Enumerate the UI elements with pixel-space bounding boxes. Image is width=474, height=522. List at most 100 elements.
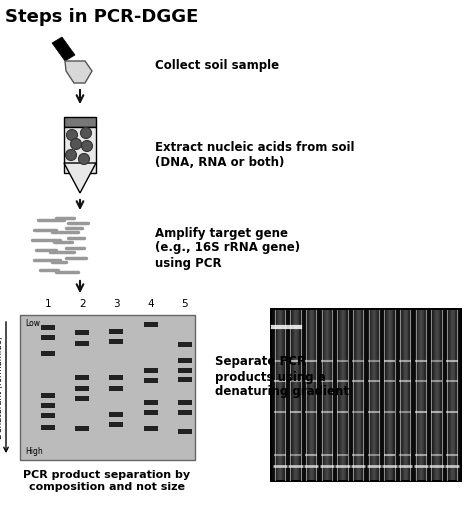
- Bar: [295, 310, 296, 480]
- Bar: [394, 310, 395, 480]
- Circle shape: [82, 140, 92, 151]
- Circle shape: [81, 127, 91, 138]
- Bar: [282, 310, 283, 480]
- Text: High: High: [25, 447, 43, 456]
- Bar: [272, 310, 460, 480]
- Bar: [404, 310, 405, 480]
- Bar: [109, 422, 124, 427]
- Bar: [431, 310, 432, 480]
- Bar: [41, 403, 55, 408]
- Bar: [418, 310, 419, 480]
- Bar: [41, 335, 55, 340]
- Text: 1: 1: [45, 299, 51, 309]
- Polygon shape: [65, 61, 92, 83]
- Text: Collect soil sample: Collect soil sample: [155, 58, 279, 72]
- Bar: [434, 310, 435, 480]
- Bar: [321, 310, 322, 480]
- Bar: [391, 310, 392, 480]
- Bar: [144, 426, 158, 431]
- Bar: [178, 342, 192, 347]
- Bar: [403, 310, 404, 480]
- Bar: [326, 310, 327, 480]
- Circle shape: [79, 153, 90, 164]
- Bar: [451, 310, 452, 480]
- Bar: [373, 310, 374, 480]
- Bar: [280, 310, 281, 480]
- Bar: [327, 310, 328, 480]
- Bar: [370, 310, 371, 480]
- Bar: [312, 310, 313, 480]
- Bar: [332, 310, 333, 480]
- Bar: [402, 310, 403, 480]
- Bar: [342, 310, 343, 480]
- Bar: [386, 310, 387, 480]
- Bar: [75, 330, 89, 336]
- Text: Steps in PCR-DGGE: Steps in PCR-DGGE: [5, 8, 199, 26]
- Text: 4: 4: [147, 299, 154, 309]
- Bar: [401, 310, 402, 480]
- Bar: [277, 310, 278, 480]
- Bar: [308, 310, 309, 480]
- Bar: [323, 310, 324, 480]
- Bar: [346, 310, 347, 480]
- Bar: [456, 310, 457, 480]
- Bar: [417, 310, 418, 480]
- Bar: [301, 310, 302, 480]
- Bar: [390, 310, 391, 480]
- Bar: [331, 310, 332, 480]
- Bar: [283, 310, 284, 480]
- Bar: [440, 310, 441, 480]
- Bar: [279, 310, 280, 480]
- Bar: [278, 310, 279, 480]
- Bar: [354, 310, 355, 480]
- Bar: [109, 412, 124, 417]
- Bar: [109, 386, 124, 390]
- Bar: [294, 310, 295, 480]
- Bar: [75, 426, 89, 431]
- Bar: [178, 410, 192, 415]
- Bar: [281, 310, 282, 480]
- Polygon shape: [52, 37, 75, 61]
- Bar: [300, 310, 301, 480]
- Bar: [341, 310, 342, 480]
- Bar: [437, 310, 438, 480]
- Circle shape: [71, 138, 82, 149]
- Bar: [337, 310, 338, 480]
- Bar: [338, 310, 339, 480]
- Bar: [406, 310, 407, 480]
- Bar: [41, 413, 55, 418]
- Bar: [360, 310, 361, 480]
- Bar: [376, 310, 377, 480]
- Bar: [441, 310, 442, 480]
- Bar: [339, 310, 340, 480]
- Text: 3: 3: [113, 299, 120, 309]
- Bar: [419, 310, 420, 480]
- Bar: [375, 310, 376, 480]
- Bar: [274, 310, 275, 480]
- Bar: [75, 340, 89, 346]
- Bar: [385, 310, 386, 480]
- Bar: [356, 310, 357, 480]
- Bar: [144, 322, 158, 327]
- Bar: [144, 368, 158, 373]
- Bar: [284, 310, 285, 480]
- Bar: [432, 310, 433, 480]
- Bar: [297, 310, 298, 480]
- Bar: [340, 310, 341, 480]
- Bar: [355, 310, 356, 480]
- Bar: [363, 310, 364, 480]
- Bar: [178, 368, 192, 373]
- Bar: [41, 393, 55, 398]
- Bar: [291, 310, 292, 480]
- Bar: [416, 310, 417, 480]
- Bar: [316, 310, 317, 480]
- Bar: [358, 310, 359, 480]
- Bar: [384, 310, 385, 480]
- Bar: [361, 310, 362, 480]
- Bar: [448, 310, 449, 480]
- Bar: [311, 310, 312, 480]
- Bar: [324, 310, 325, 480]
- Bar: [306, 310, 307, 480]
- Bar: [292, 310, 293, 480]
- Bar: [109, 339, 124, 344]
